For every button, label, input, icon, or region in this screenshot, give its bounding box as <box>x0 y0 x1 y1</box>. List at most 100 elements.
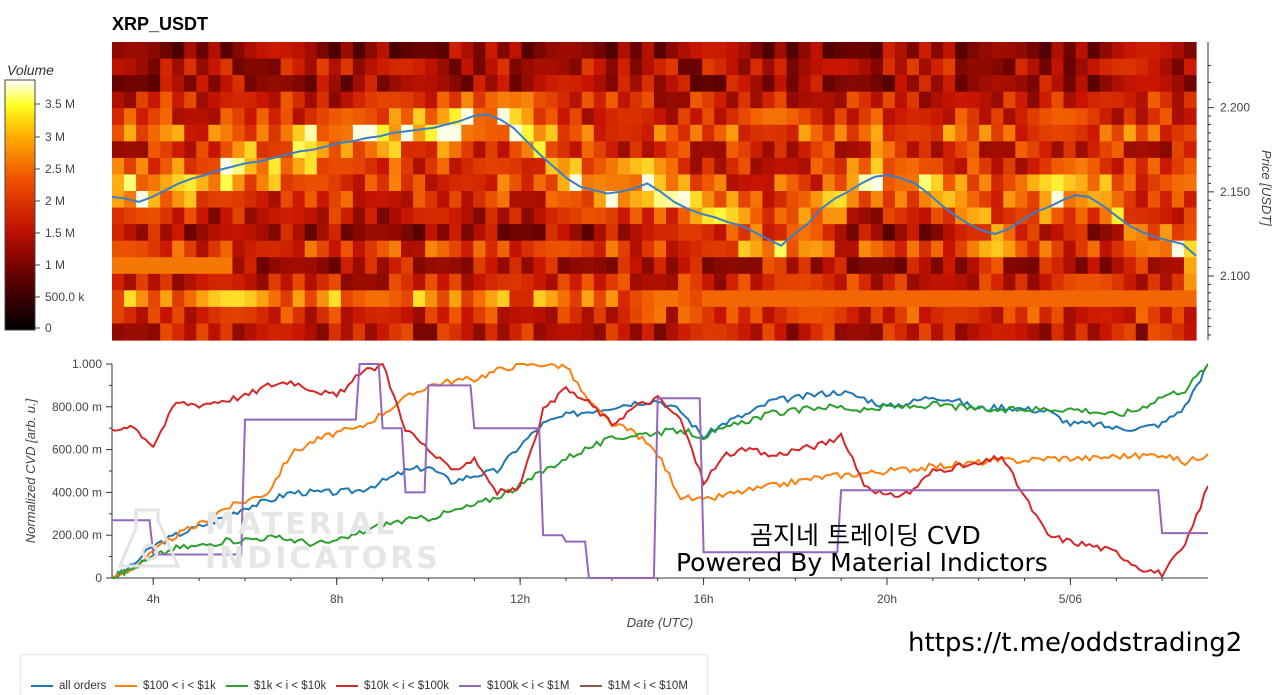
heatmap-cell <box>714 323 727 341</box>
heatmap-cell <box>1015 191 1028 209</box>
colorbar-tick-label: 1 M <box>45 258 65 272</box>
heatmap-cell <box>328 207 342 225</box>
heatmap-cell <box>810 290 824 308</box>
heatmap-cell <box>1075 240 1089 258</box>
heatmap-cell <box>160 240 173 258</box>
heatmap-cell <box>822 157 836 176</box>
heatmap-cell <box>497 58 511 76</box>
heatmap-cell <box>413 124 426 142</box>
heatmap-cell <box>798 58 812 76</box>
heatmap-cell <box>364 207 378 225</box>
heatmap-cell <box>1123 290 1137 308</box>
heatmap-cell <box>605 108 619 126</box>
heatmap-cell <box>943 124 956 142</box>
heatmap-cell <box>328 124 342 142</box>
heatmap-cell <box>798 290 812 308</box>
heatmap-cell <box>918 58 932 76</box>
heatmap-cell <box>786 273 800 291</box>
heatmap-cell <box>461 207 474 225</box>
heatmap-cell <box>364 174 378 192</box>
heatmap-cell <box>1183 124 1197 142</box>
heatmap-cell <box>413 306 426 325</box>
heatmap-cell <box>593 257 607 275</box>
heatmap-cell <box>280 191 294 209</box>
heatmap-cell <box>569 224 583 242</box>
heatmap-cell <box>220 240 234 258</box>
heatmap-cell <box>232 207 246 225</box>
heatmap-cell <box>1087 273 1101 291</box>
heatmap-cell <box>232 240 246 258</box>
heatmap-cell <box>124 75 137 93</box>
heatmap-cell <box>244 157 258 176</box>
heatmap-cell <box>1039 141 1053 159</box>
heatmap-cell <box>364 191 378 209</box>
heatmap-cell <box>750 157 763 176</box>
heatmap-cell <box>666 257 679 275</box>
heatmap-cell <box>545 75 559 93</box>
heatmap-cell <box>401 273 414 291</box>
heatmap-cell <box>340 157 354 176</box>
heatmap-cell <box>1027 306 1041 325</box>
heatmap-cell <box>545 191 559 209</box>
heatmap-cell <box>1039 306 1053 325</box>
heatmap-cell <box>497 257 511 275</box>
heatmap-cell <box>750 58 763 76</box>
heatmap-cell <box>148 290 161 308</box>
legend-item-10k-100k[interactable]: $10k < i < $100k <box>336 680 449 692</box>
heatmap-cell <box>292 323 306 341</box>
heatmap-cell <box>605 224 619 242</box>
heatmap-cell <box>256 124 270 142</box>
heatmap-cell <box>726 141 739 159</box>
heatmap-cell <box>473 207 486 225</box>
cvd-x-axis-label: Date (UTC) <box>627 615 693 630</box>
heatmap-cell <box>666 75 679 93</box>
heatmap-cell <box>160 323 173 341</box>
heatmap-cell <box>437 75 450 93</box>
heatmap-cell <box>979 306 992 325</box>
heatmap-cell <box>401 257 414 275</box>
heatmap-cell <box>244 91 258 109</box>
heatmap-cell <box>196 257 209 275</box>
heatmap-cell <box>196 174 209 192</box>
legend-swatch <box>459 684 481 687</box>
heatmap-cell <box>232 191 246 209</box>
heatmap-cell <box>449 141 462 159</box>
legend-item-100-1k[interactable]: $100 < i < $1k <box>115 680 216 692</box>
heatmap-cell <box>1087 42 1101 60</box>
legend-item-100k-1m[interactable]: $100k < i < $1M <box>459 680 569 692</box>
heatmap-cell <box>268 124 282 142</box>
heatmap-cell <box>280 174 294 192</box>
heatmap-cell <box>473 290 486 308</box>
heatmap-cell <box>979 108 992 126</box>
heatmap-cell <box>1003 290 1016 308</box>
heatmap-cell <box>882 224 896 242</box>
heatmap-cell <box>1099 141 1113 159</box>
heatmap-cell <box>798 108 812 126</box>
heatmap-cell <box>124 42 137 60</box>
heatmap-cell <box>918 290 932 308</box>
legend-item-1m-10m[interactable]: $1M < i < $10M <box>580 680 688 692</box>
heatmap-cell <box>1147 257 1161 275</box>
heatmap-cell <box>666 58 679 76</box>
legend-item-1k-10k[interactable]: $1k < i < $10k <box>226 680 326 692</box>
heatmap-cell <box>629 42 643 60</box>
telegram-url[interactable]: https://t.me/oddstrading2 <box>908 628 1243 658</box>
heatmap-cell <box>1063 58 1077 76</box>
cvd-y-tick-label: 200.00 m <box>52 528 102 542</box>
heatmap-cell <box>196 42 209 60</box>
heatmap-cell <box>955 306 968 325</box>
heatmap-cell <box>702 290 715 308</box>
heatmap-cell <box>617 257 631 275</box>
heatmap-cell <box>1111 306 1125 325</box>
cvd-lines <box>112 362 1208 579</box>
heatmap-cell <box>1171 141 1185 159</box>
heatmap-cell <box>232 58 246 76</box>
heatmap-cell <box>401 174 414 192</box>
legend-item-all-orders[interactable]: all orders <box>31 680 106 692</box>
heatmap-cell <box>1075 191 1089 209</box>
heatmap-cell <box>1135 141 1149 159</box>
heatmap-cell <box>629 58 643 76</box>
heatmap-cell <box>943 91 956 109</box>
heatmap-cell <box>762 174 776 192</box>
heatmap-cell <box>268 58 282 76</box>
